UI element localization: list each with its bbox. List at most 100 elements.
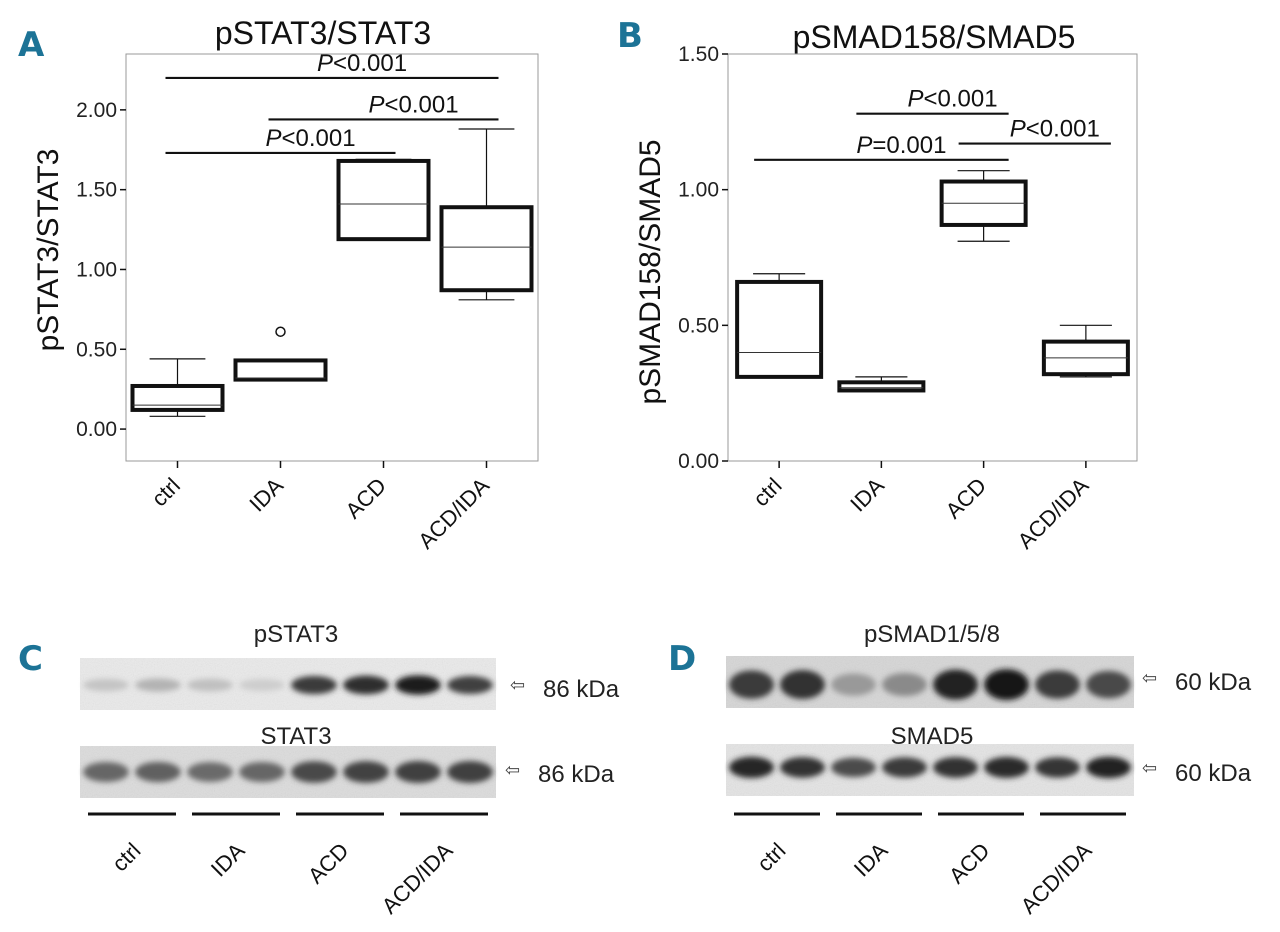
blot-band <box>447 676 493 695</box>
blot-d-row1-arrow-icon: ⇦ <box>1142 668 1157 688</box>
chart-a-ytick-label: 0.00 <box>76 418 117 441</box>
western-blot-d: pSMAD1/5/8 SMAD5 60 kDa 60 kDa ⇦ ⇦ ctrl I… <box>726 621 1252 919</box>
blot-d-row2-arrow-icon: ⇦ <box>1142 758 1157 778</box>
chart-b-boxes <box>735 170 1130 393</box>
chart-b-box-acd-ida <box>1041 324 1130 378</box>
blot-band <box>1035 757 1080 778</box>
blot-band <box>83 761 129 783</box>
significance-p: P <box>1010 116 1026 143</box>
chart-b-xtick-label: IDA <box>845 473 889 517</box>
blot-band <box>291 675 337 695</box>
blot-d-group-label: ACD <box>944 838 995 889</box>
boxplot-chart-a: pSTAT3/STAT3 pSTAT3/STAT3 0.00 0.50 1.00 1.… <box>32 15 539 554</box>
box-iqr <box>336 158 431 242</box>
chart-b-x-axis: ctrl IDA ACD ACD/IDA <box>748 461 1094 554</box>
blot-band <box>882 757 927 778</box>
chart-b-significance-bar: P<0.001 <box>856 86 1009 115</box>
blot-band <box>83 678 129 692</box>
chart-a-title: pSTAT3/STAT3 <box>215 15 431 51</box>
blot-band <box>239 679 285 692</box>
chart-b-y-axis: 0.00 0.50 1.00 1.50 <box>678 43 728 473</box>
western-blot-c: pSTAT3 STAT3 86 kDa 86 kDa ⇦ ⇦ ctrl IDA AC… <box>80 621 620 919</box>
chart-a-ylabel: pSTAT3/STAT3 <box>32 149 65 352</box>
chart-a-box-acd-ida <box>439 128 534 301</box>
blot-c-row2-size: 86 kDa <box>538 761 615 788</box>
chart-b-xtick-label: ACD <box>941 473 992 524</box>
blot-c-group-label: IDA <box>206 838 250 882</box>
chart-b-box-ida <box>837 376 926 393</box>
blot-c-strip-pstat3 <box>80 658 496 710</box>
blot-band <box>780 757 825 778</box>
chart-a-ytick-label: 1.50 <box>76 179 117 202</box>
significance-label: P<0.001 <box>907 86 997 113</box>
chart-a-y-axis: 0.00 0.50 1.00 1.50 2.00 <box>76 99 126 441</box>
chart-a-significance: P<0.001 P<0.001 P<0.001 <box>165 50 499 155</box>
panel-letter-c: C <box>18 639 43 679</box>
blot-c-row1-size: 86 kDa <box>543 676 620 703</box>
blot-band <box>395 675 441 695</box>
blot-band <box>933 757 978 778</box>
significance-value: =0.001 <box>872 132 946 159</box>
blot-d-group-label: ACD/IDA <box>1016 838 1097 919</box>
chart-b-title: pSMAD158/SMAD5 <box>793 19 1076 55</box>
blot-band <box>135 761 181 783</box>
blot-band <box>187 678 233 692</box>
chart-a-boxes <box>130 128 534 417</box>
chart-a-ytick-label: 0.50 <box>76 338 117 361</box>
significance-label: P<0.001 <box>368 91 458 118</box>
blot-d-strip-psmad158 <box>726 656 1134 708</box>
chart-b-significance-bar: P=0.001 <box>754 132 1009 161</box>
chart-b-ytick-label: 0.50 <box>678 314 719 337</box>
panel-letter-d: D <box>668 639 696 679</box>
blot-c-group-label: ctrl <box>107 838 145 876</box>
blot-band <box>984 669 1029 700</box>
blot-band <box>1035 670 1080 699</box>
blot-band <box>831 673 876 696</box>
chart-b-box-acd <box>939 170 1028 242</box>
chart-a-significance-bar: P<0.001 <box>165 50 499 80</box>
chart-a-significance-bar: P<0.001 <box>165 125 396 155</box>
blot-d-group-label: IDA <box>849 838 893 882</box>
chart-b-box-ctrl <box>735 273 824 379</box>
chart-b-ytick-label: 0.00 <box>678 450 719 473</box>
blot-d-group-label: ctrl <box>752 838 790 876</box>
blot-band <box>239 761 285 783</box>
blot-c-row1-arrow-icon: ⇦ <box>510 675 525 695</box>
box-iqr <box>735 279 824 379</box>
box-iqr <box>233 358 328 382</box>
blot-band <box>291 761 337 783</box>
blot-c-strip-stat3 <box>80 746 496 798</box>
blot-c-groups: ctrl IDA ACD ACD/IDA <box>88 812 488 919</box>
significance-value: <0.001 <box>923 86 997 113</box>
significance-p: P <box>265 125 281 152</box>
blot-c-row2-label: STAT3 <box>260 723 331 750</box>
significance-p: P <box>368 91 384 118</box>
blot-band <box>729 670 774 699</box>
significance-label: P<0.001 <box>1010 116 1100 143</box>
blot-band <box>933 669 978 700</box>
box-iqr <box>130 383 225 412</box>
panel-letter-a: A <box>18 25 45 65</box>
significance-p: P <box>907 86 923 113</box>
blot-band <box>1086 670 1131 699</box>
chart-a-significance-bar: P<0.001 <box>268 91 499 121</box>
chart-a-xtick-label: ctrl <box>147 473 185 511</box>
chart-a-x-axis: ctrl IDA ACD ACD/IDA <box>147 461 494 554</box>
chart-b-xtick-label: ACD/IDA <box>1013 473 1094 554</box>
blot-band <box>395 761 441 783</box>
chart-b-significance-bar: P<0.001 <box>958 116 1111 145</box>
chart-a-frame <box>125 53 539 462</box>
blot-c-group-label: ACD <box>303 838 354 889</box>
blot-band <box>831 757 876 778</box>
significance-label: P<0.001 <box>317 50 407 77</box>
blot-band <box>343 761 389 783</box>
blot-c-row2-arrow-icon: ⇦ <box>505 760 520 780</box>
blot-d-strip-smad5 <box>726 744 1134 796</box>
blot-band <box>729 756 774 779</box>
blot-d-strips <box>726 656 1134 796</box>
blot-band <box>882 673 927 697</box>
significance-label: P<0.001 <box>265 125 355 152</box>
blot-c-strips <box>80 658 496 798</box>
blot-band <box>780 670 825 700</box>
chart-a-ytick-label: 1.00 <box>76 258 117 281</box>
